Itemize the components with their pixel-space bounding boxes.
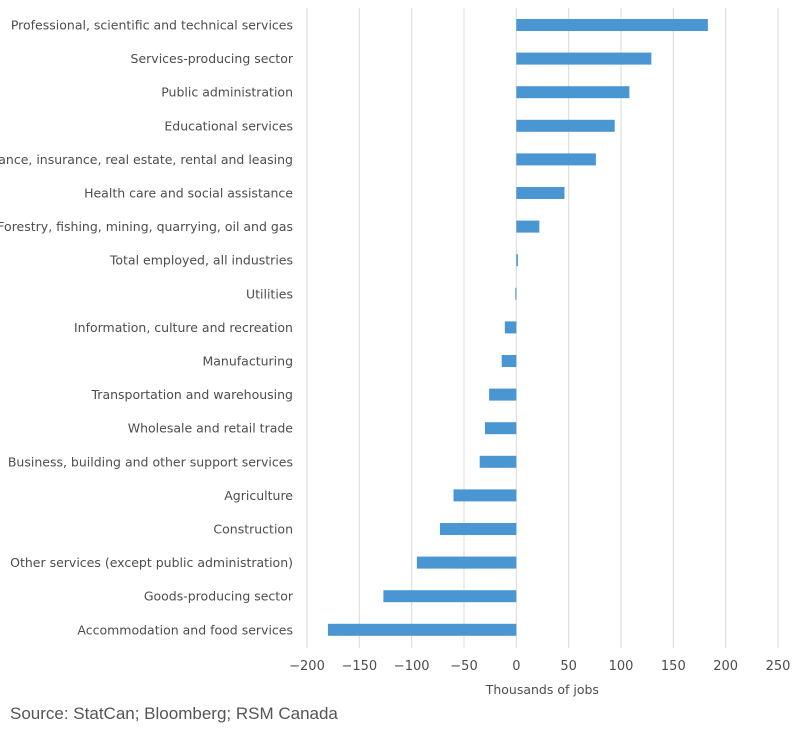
bar — [416, 556, 517, 569]
x-tick-label: 150 — [661, 659, 686, 674]
x-tick-label: 0 — [512, 659, 520, 674]
bar — [516, 220, 540, 233]
x-tick-label: −200 — [289, 659, 325, 674]
bar — [489, 388, 517, 401]
category-label: Information, culture and recreation — [74, 320, 293, 335]
category-label: Other services (except public administra… — [10, 555, 293, 570]
category-label: Forestry, fishing, mining, quarrying, oi… — [0, 219, 293, 234]
x-tick-label: −150 — [341, 659, 377, 674]
bar — [516, 52, 652, 65]
category-label: Goods-producing sector — [144, 589, 294, 604]
x-tick-label: 250 — [766, 659, 791, 674]
category-label: Business, building and other support ser… — [8, 454, 293, 469]
bar — [516, 153, 596, 166]
x-tick-label: −100 — [394, 659, 430, 674]
x-tick-label: −50 — [450, 659, 477, 674]
bar — [516, 254, 518, 267]
category-label: Transportation and warehousing — [91, 387, 294, 402]
x-tick-labels: −200 −150 −100 −50 0 50 100 150 200 250 — [289, 659, 790, 674]
category-labels: Professional, scientific and technical s… — [0, 18, 294, 638]
bar — [327, 623, 517, 636]
bar — [516, 19, 708, 31]
category-label: Wholesale and retail trade — [128, 421, 294, 436]
bars — [327, 19, 708, 636]
category-label: Accommodation and food services — [77, 622, 293, 637]
bar — [515, 287, 517, 300]
x-tick-label: 50 — [560, 659, 577, 674]
category-label: Manufacturing — [202, 354, 293, 369]
bar-chart: Professional, scientific and technical s… — [0, 8, 790, 697]
bar — [439, 523, 517, 535]
category-label: Construction — [213, 522, 293, 537]
bar — [484, 422, 517, 435]
category-label: Professional, scientific and technical s… — [11, 18, 293, 33]
bar — [504, 321, 517, 334]
source-note: Source: StatCan; Bloomberg; RSM Canada — [10, 704, 338, 723]
x-tick-label: 100 — [609, 659, 634, 674]
bar — [479, 455, 517, 468]
x-tick-label: 200 — [713, 659, 738, 674]
x-axis-title: Thousands of jobs — [485, 682, 599, 697]
gridlines — [306, 8, 779, 648]
category-label: Agriculture — [224, 488, 293, 503]
bar — [501, 355, 517, 367]
category-label: Health care and social assistance — [84, 186, 293, 201]
bar — [516, 86, 630, 99]
category-label: Services-producing sector — [131, 51, 294, 66]
bar — [453, 489, 517, 502]
category-label: Total employed, all industries — [109, 253, 293, 268]
category-label: Educational services — [164, 118, 293, 133]
bar — [516, 187, 565, 199]
bar — [383, 590, 517, 603]
category-label: Utilities — [246, 286, 293, 301]
category-label: Public administration — [161, 85, 293, 100]
category-label: Finance, insurance, real estate, rental … — [0, 152, 293, 167]
bar — [516, 119, 615, 132]
